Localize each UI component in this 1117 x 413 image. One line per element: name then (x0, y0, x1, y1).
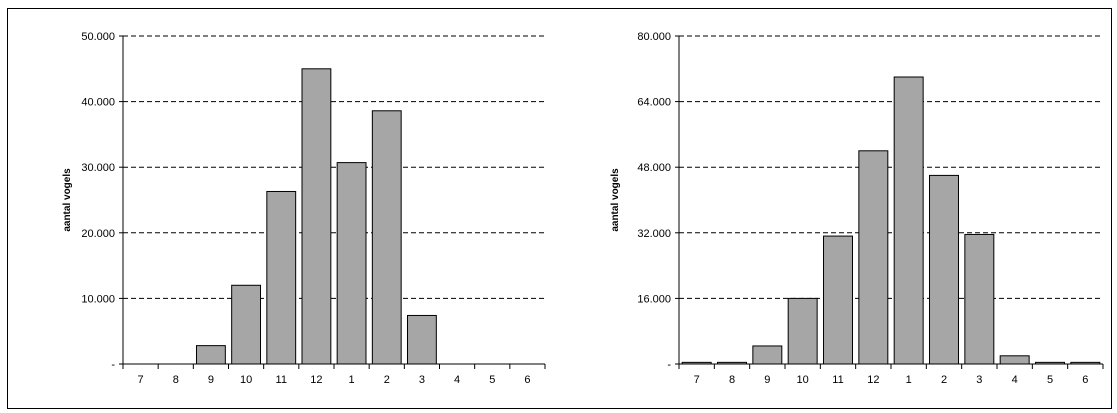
bar (858, 150, 889, 365)
x-tick-label: 6 (1082, 374, 1088, 386)
x-tick-label: 5 (1047, 374, 1053, 386)
bar (406, 314, 437, 365)
y-axis-label: aantal vogels (610, 168, 621, 232)
bar (929, 174, 959, 365)
y-tick-label: 40.000 (81, 97, 115, 109)
x-tick-label: 3 (976, 374, 982, 386)
y-tick-label: 30.000 (81, 162, 115, 174)
x-tick-label: 2 (384, 374, 390, 386)
x-tick-label: 11 (276, 374, 287, 386)
y-tick-label: 50.000 (81, 31, 115, 43)
x-tick-label: 5 (489, 374, 495, 386)
bar (301, 68, 332, 365)
x-tick-label: 12 (310, 374, 322, 386)
bar (752, 345, 783, 365)
x-tick-label: 4 (454, 374, 460, 386)
x-tick-label: 3 (419, 374, 425, 386)
y-tick-label: 10.000 (81, 293, 115, 305)
figure-frame (7, 8, 1112, 409)
bar (999, 355, 1030, 365)
x-tick-label: 8 (729, 374, 735, 386)
y-tick-label: 32.000 (637, 228, 671, 240)
bar (231, 284, 262, 365)
x-tick-label: 9 (764, 374, 770, 386)
bar (266, 190, 297, 365)
x-tick-label: 12 (867, 374, 879, 386)
y-tick-label: 64.000 (637, 97, 671, 109)
bar (371, 110, 402, 365)
chart-left: aantal vogels - 10.000 20.000 30.000 40.000 5… (62, 31, 546, 386)
bar (823, 235, 853, 365)
x-tick-label: 9 (208, 374, 214, 386)
bar (336, 162, 367, 365)
x-tick-label: 8 (173, 374, 179, 386)
x-tick-label: 7 (138, 374, 144, 386)
y-tick-label: 48.000 (637, 162, 671, 174)
x-tick-label: 4 (1012, 374, 1018, 386)
x-tick-label: 11 (832, 374, 843, 386)
y-tick-label: 16.000 (637, 293, 671, 305)
bar (195, 345, 226, 365)
y-tick-label: - (111, 359, 115, 371)
x-tick-label: 1 (349, 374, 355, 386)
chart-right: aantal vogels - 16.000 32.000 48.000 64.000 8… (610, 31, 1104, 386)
bar (893, 76, 924, 365)
x-tick-label: 6 (524, 374, 530, 386)
bar (964, 233, 995, 365)
x-tick-label: 1 (906, 374, 912, 386)
y-tick-label: 80.000 (637, 31, 671, 43)
x-tick-label: 2 (941, 374, 947, 386)
x-tick-label: 10 (240, 374, 252, 386)
bar (787, 297, 818, 365)
y-tick-label: 20.000 (81, 228, 115, 240)
x-tick-label: 10 (797, 374, 809, 386)
y-axis-label: aantal vogels (62, 168, 73, 232)
y-tick-label: - (667, 359, 671, 371)
x-tick-label: 7 (694, 374, 700, 386)
